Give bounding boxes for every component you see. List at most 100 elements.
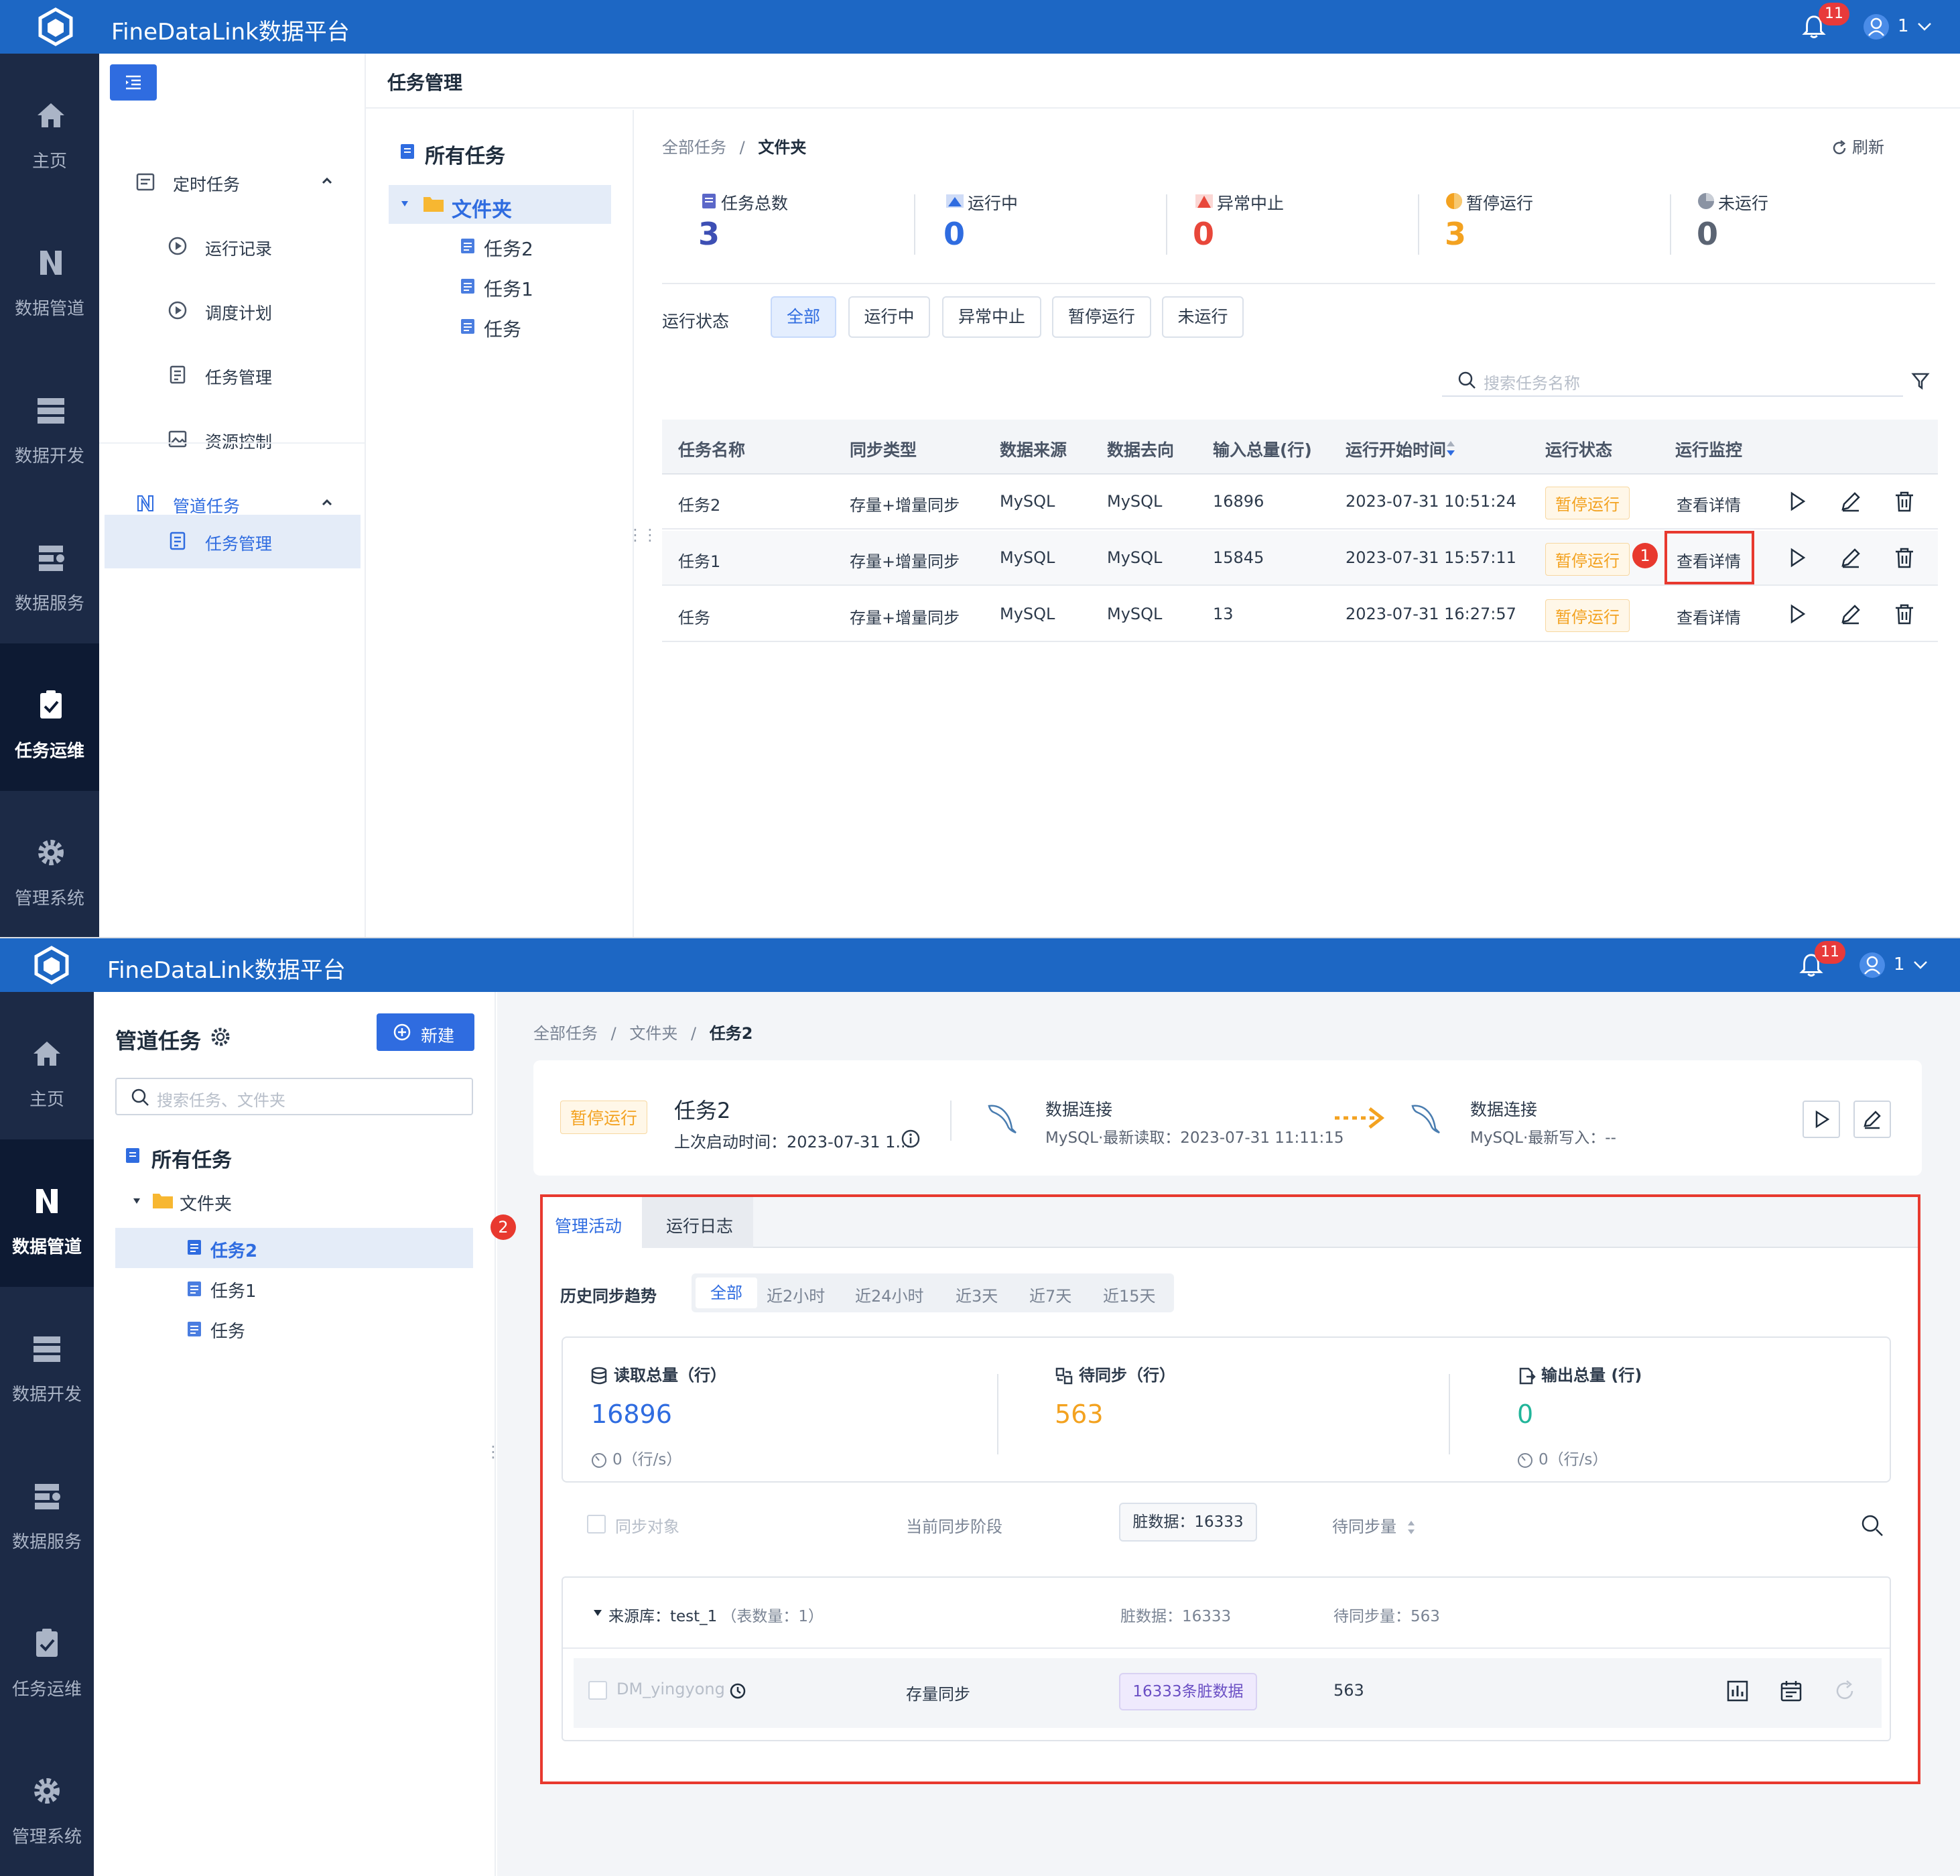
- subnav-pipeline-task-mgmt[interactable]: 任务管理: [105, 515, 361, 568]
- table-row[interactable]: 任务 存量+增量同步 MySQL MySQL 13 2023-07-31 16:…: [662, 587, 1938, 642]
- filter-running[interactable]: 运行中: [848, 296, 930, 338]
- tree-folder-row[interactable]: 文件夹: [389, 185, 611, 224]
- calendar-icon[interactable]: [1780, 1680, 1803, 1702]
- tab-logs[interactable]: 运行日志: [642, 1197, 753, 1248]
- filter-icon[interactable]: [1911, 371, 1930, 390]
- new-button[interactable]: 新建: [377, 1013, 474, 1051]
- search-input[interactable]: 搜索任务、文件夹: [115, 1078, 473, 1115]
- subnav-resource[interactable]: 资源控制: [99, 413, 366, 466]
- table-row[interactable]: 任务2 存量+增量同步 MySQL MySQL 16896 2023-07-31…: [662, 475, 1938, 529]
- row-checkbox[interactable]: [588, 1681, 607, 1700]
- range-all[interactable]: 全部: [696, 1277, 757, 1308]
- bar-chart-icon[interactable]: [1726, 1680, 1749, 1702]
- tree-item[interactable]: 任务2: [460, 233, 594, 260]
- subnav-schedule-plan[interactable]: 调度计划: [99, 284, 366, 338]
- delete-icon[interactable]: [1892, 546, 1916, 570]
- bell-icon[interactable]: [1801, 13, 1827, 40]
- subnav-run-record[interactable]: 运行记录: [99, 220, 366, 273]
- run-button[interactable]: [1803, 1101, 1840, 1138]
- play-icon[interactable]: [1785, 602, 1809, 626]
- search-icon[interactable]: [1860, 1513, 1884, 1538]
- tree-item-selected[interactable]: 任务2: [115, 1228, 473, 1268]
- app-logo-icon[interactable]: [31, 945, 72, 985]
- nav-home[interactable]: 主页: [0, 54, 99, 201]
- nav-dev[interactable]: 数据开发: [0, 349, 99, 496]
- filter-error[interactable]: 异常中止: [942, 296, 1041, 338]
- play-icon[interactable]: [1785, 489, 1809, 513]
- settings-icon[interactable]: [209, 1025, 232, 1048]
- nav-admin[interactable]: 管理系统: [0, 1729, 94, 1876]
- breadcrumb-item[interactable]: 文件夹: [629, 1024, 678, 1043]
- delete-icon[interactable]: [1892, 602, 1916, 626]
- subnav-scheduled[interactable]: 定时任务: [99, 155, 366, 209]
- delete-icon[interactable]: [1892, 489, 1916, 513]
- subnav-pipeline-tasks[interactable]: 管道任务: [99, 477, 366, 531]
- dirty-data-tag[interactable]: 16333条脏数据: [1119, 1673, 1257, 1710]
- breadcrumb-item[interactable]: 全部任务: [533, 1024, 598, 1043]
- subnav-task-mgmt[interactable]: 任务管理: [99, 349, 366, 402]
- edit-icon[interactable]: [1839, 546, 1863, 570]
- range-7d[interactable]: 近7天: [1029, 1287, 1072, 1306]
- caret-down-icon[interactable]: [131, 1196, 142, 1206]
- edit-icon[interactable]: [1839, 602, 1863, 626]
- range-2h[interactable]: 近2小时: [767, 1287, 826, 1306]
- resize-handle[interactable]: ⋮⋮: [627, 525, 658, 544]
- filter-idle[interactable]: 未运行: [1162, 296, 1244, 338]
- nav-service[interactable]: 数据服务: [0, 496, 99, 643]
- task-search[interactable]: 搜索任务名称: [1442, 365, 1903, 397]
- status-badge: 暂停运行: [1545, 599, 1630, 632]
- chevron-down-icon[interactable]: [1915, 17, 1934, 36]
- refresh-button[interactable]: 刷新: [1831, 134, 1884, 158]
- tree-item[interactable]: 任务: [460, 314, 594, 340]
- dirty-data-filter[interactable]: 脏数据：16333: [1119, 1503, 1257, 1542]
- column-pending[interactable]: 待同步量: [1332, 1513, 1417, 1537]
- range-24h[interactable]: 近24小时: [855, 1287, 924, 1306]
- caret-down-icon[interactable]: [399, 198, 410, 209]
- range-15d[interactable]: 近15天: [1103, 1287, 1156, 1306]
- nav-ops[interactable]: 任务运维: [0, 643, 99, 791]
- info-icon[interactable]: [901, 1129, 921, 1149]
- nav-home[interactable]: 主页: [0, 992, 94, 1139]
- table-row[interactable]: 任务1 存量+增量同步 MySQL MySQL 15845 2023-07-31…: [662, 531, 1938, 586]
- column-header[interactable]: 运行开始时间: [1346, 440, 1447, 460]
- reset-icon[interactable]: [1833, 1680, 1856, 1702]
- nav-admin[interactable]: 管理系统: [0, 791, 99, 937]
- caret-down-icon[interactable]: [592, 1607, 603, 1618]
- tab-activity[interactable]: 管理活动: [543, 1197, 642, 1248]
- chevron-down-icon[interactable]: [1911, 956, 1930, 975]
- nav-dev[interactable]: 数据开发: [0, 1287, 94, 1434]
- tree-item[interactable]: 任务: [186, 1316, 387, 1343]
- nav-service[interactable]: 数据服务: [0, 1434, 94, 1582]
- tree-item[interactable]: 任务1: [186, 1276, 387, 1303]
- view-detail-link[interactable]: 查看详情: [1677, 609, 1741, 627]
- avatar[interactable]: [1863, 13, 1890, 40]
- metric-rate: 0（行/s）: [591, 1446, 681, 1469]
- error-icon: [1195, 194, 1213, 208]
- tree-root[interactable]: 所有任务: [151, 1149, 232, 1172]
- select-all-checkbox[interactable]: [587, 1515, 606, 1534]
- nav-pipeline[interactable]: 数据管道: [0, 201, 99, 349]
- tree-root[interactable]: 所有任务: [425, 145, 505, 168]
- edit-button[interactable]: [1853, 1101, 1891, 1138]
- view-detail-link[interactable]: 查看详情: [1677, 496, 1741, 515]
- clock-icon[interactable]: [729, 1682, 746, 1700]
- play-icon[interactable]: [1785, 546, 1809, 570]
- nav-pipeline[interactable]: 数据管道: [0, 1139, 94, 1287]
- filter-all[interactable]: 全部: [771, 296, 836, 338]
- source-row[interactable]: 来源库：test_1 （表数量：1） 脏数据：16333 待同步量：563: [563, 1578, 1890, 1649]
- sort-icon[interactable]: [1445, 438, 1457, 458]
- table-row[interactable]: DM_yingyong 存量同步 16333条脏数据 563: [574, 1658, 1882, 1728]
- avatar[interactable]: [1859, 952, 1886, 979]
- source-group: 来源库：test_1 （表数量：1） 脏数据：16333 待同步量：563 DM_…: [562, 1576, 1891, 1741]
- app-logo-icon[interactable]: [35, 7, 76, 47]
- view-detail-link[interactable]: 查看详情: [1677, 552, 1741, 571]
- tree-folder-label[interactable]: 文件夹: [180, 1194, 233, 1214]
- breadcrumb-item[interactable]: 全部任务: [662, 138, 726, 157]
- filter-paused[interactable]: 暂停运行: [1052, 296, 1151, 338]
- collapse-button[interactable]: [110, 64, 157, 101]
- range-3d[interactable]: 近3天: [956, 1287, 998, 1306]
- nav-ops[interactable]: 任务运维: [0, 1582, 94, 1729]
- service-icon: [39, 546, 64, 571]
- tree-item[interactable]: 任务1: [460, 273, 594, 300]
- edit-icon[interactable]: [1839, 489, 1863, 513]
